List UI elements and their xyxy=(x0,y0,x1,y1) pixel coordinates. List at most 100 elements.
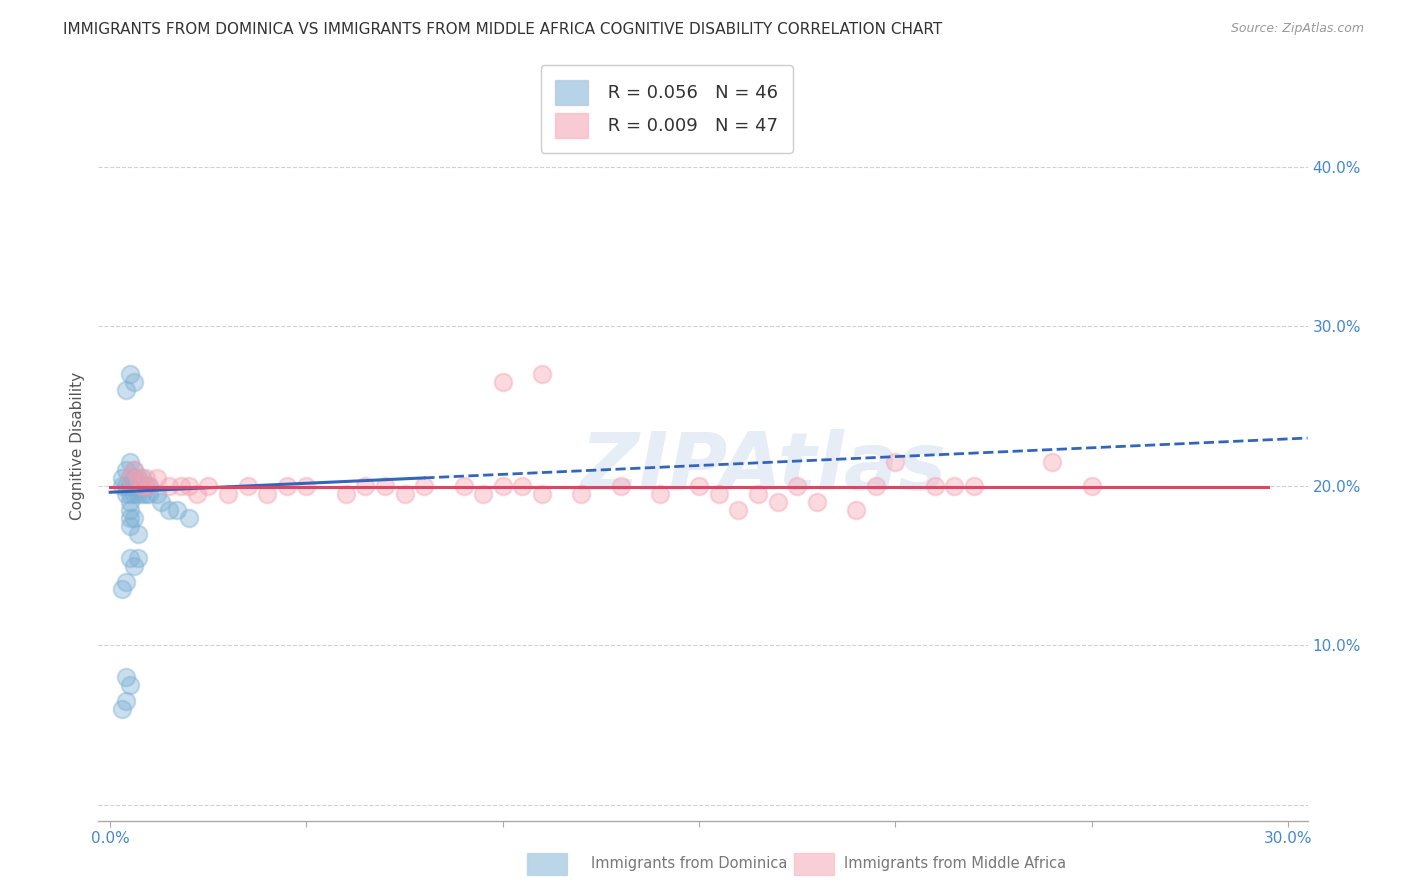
Text: ZIPAtlas: ZIPAtlas xyxy=(581,429,946,508)
Point xyxy=(135,479,157,493)
Point xyxy=(118,455,141,469)
Point xyxy=(186,487,208,501)
Point xyxy=(115,479,138,493)
Point xyxy=(146,487,169,501)
Point xyxy=(453,479,475,493)
Point xyxy=(217,487,239,501)
Point xyxy=(924,479,946,493)
Point xyxy=(122,510,145,524)
Text: Immigrants from Dominica: Immigrants from Dominica xyxy=(591,856,787,871)
Point xyxy=(131,487,153,501)
Point xyxy=(135,471,157,485)
Point xyxy=(256,487,278,501)
Point xyxy=(335,487,357,501)
Point xyxy=(127,550,149,565)
Point xyxy=(1080,479,1102,493)
Point xyxy=(111,479,134,493)
Point xyxy=(707,487,730,501)
Point xyxy=(122,463,145,477)
Text: Immigrants from Middle Africa: Immigrants from Middle Africa xyxy=(844,856,1066,871)
Point xyxy=(127,471,149,485)
Point xyxy=(766,495,789,509)
Point xyxy=(845,502,868,516)
Point xyxy=(138,479,160,493)
Point xyxy=(111,702,134,716)
Point xyxy=(118,502,141,516)
Text: IMMIGRANTS FROM DOMINICA VS IMMIGRANTS FROM MIDDLE AFRICA COGNITIVE DISABILITY C: IMMIGRANTS FROM DOMINICA VS IMMIGRANTS F… xyxy=(63,22,942,37)
Point xyxy=(118,368,141,382)
Point xyxy=(177,510,200,524)
Point xyxy=(394,487,416,501)
Point xyxy=(138,487,160,501)
Point xyxy=(131,479,153,493)
Point xyxy=(118,510,141,524)
Point xyxy=(115,487,138,501)
Y-axis label: Cognitive Disability: Cognitive Disability xyxy=(69,372,84,520)
Point xyxy=(127,471,149,485)
Point xyxy=(118,518,141,533)
Point xyxy=(648,487,671,501)
Point xyxy=(118,678,141,692)
Point xyxy=(150,495,173,509)
Point xyxy=(122,487,145,501)
Point xyxy=(115,694,138,708)
Point xyxy=(146,471,169,485)
Point xyxy=(884,455,907,469)
Point xyxy=(492,376,515,390)
Point xyxy=(122,376,145,390)
Point xyxy=(963,479,986,493)
Point xyxy=(111,582,134,597)
Point xyxy=(492,479,515,493)
Point xyxy=(236,479,259,493)
Point xyxy=(569,487,592,501)
Point xyxy=(127,526,149,541)
Point xyxy=(170,479,193,493)
Text: Source: ZipAtlas.com: Source: ZipAtlas.com xyxy=(1230,22,1364,36)
Point xyxy=(512,479,534,493)
Point xyxy=(115,574,138,589)
Point xyxy=(115,670,138,684)
Point xyxy=(609,479,631,493)
Point xyxy=(166,502,188,516)
Point xyxy=(806,495,828,509)
Point xyxy=(118,471,141,485)
Point xyxy=(122,463,145,477)
Point xyxy=(138,479,160,493)
Point xyxy=(157,479,180,493)
Point xyxy=(531,368,554,382)
Point xyxy=(295,479,318,493)
Point xyxy=(786,479,808,493)
Point xyxy=(727,502,749,516)
Point xyxy=(122,479,145,493)
Point xyxy=(135,487,157,501)
Point xyxy=(127,487,149,501)
Point xyxy=(127,479,149,493)
Point xyxy=(118,487,141,501)
Point xyxy=(688,479,710,493)
Point xyxy=(118,471,141,485)
Point xyxy=(118,550,141,565)
Point xyxy=(747,487,769,501)
Point xyxy=(865,479,887,493)
Point xyxy=(943,479,966,493)
Point xyxy=(374,479,396,493)
Point xyxy=(118,479,141,493)
Point xyxy=(122,558,145,573)
Point xyxy=(131,479,153,493)
Point xyxy=(531,487,554,501)
Point xyxy=(197,479,219,493)
Point xyxy=(472,487,495,501)
Point xyxy=(118,495,141,509)
Point xyxy=(413,479,436,493)
Point xyxy=(354,479,377,493)
Point xyxy=(157,502,180,516)
Point xyxy=(131,471,153,485)
Point xyxy=(1042,455,1064,469)
Point xyxy=(115,383,138,397)
Point xyxy=(115,463,138,477)
Point xyxy=(276,479,298,493)
Legend:  R = 0.056   N = 46,  R = 0.009   N = 47: R = 0.056 N = 46, R = 0.009 N = 47 xyxy=(541,65,793,153)
Point xyxy=(177,479,200,493)
Point xyxy=(122,471,145,485)
Point xyxy=(111,471,134,485)
